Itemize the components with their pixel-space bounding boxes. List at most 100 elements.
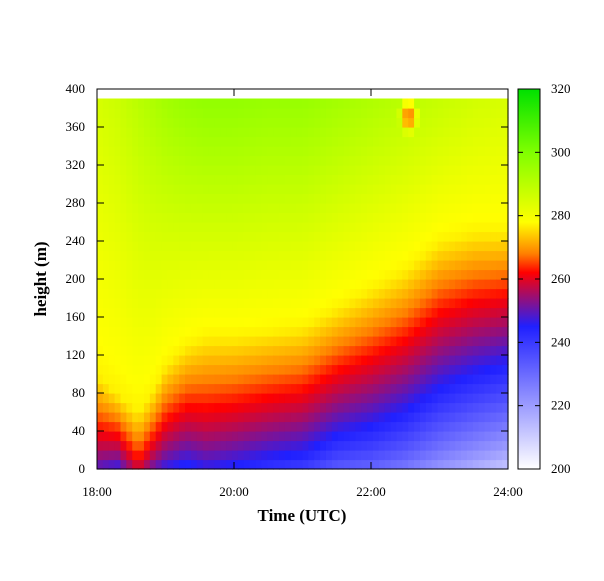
heatmap-cell [367, 383, 374, 394]
heatmap-cell [484, 193, 491, 204]
heatmap-cell [455, 450, 462, 461]
heatmap-cell [484, 260, 491, 271]
heatmap-cell [343, 431, 351, 442]
heatmap-cell [296, 279, 304, 290]
heatmap-cell [214, 459, 221, 470]
heatmap-cell [249, 345, 257, 356]
heatmap-cell [372, 260, 380, 271]
heatmap-cell [261, 412, 268, 423]
heatmap-cell [279, 260, 286, 271]
heatmap-cell [108, 231, 116, 242]
heatmap-cell [337, 431, 345, 442]
heatmap-cell [355, 98, 362, 109]
heatmap-cell [114, 165, 122, 176]
heatmap-cell [372, 241, 380, 252]
heatmap-cell [349, 307, 356, 318]
heatmap-cell [490, 146, 497, 157]
heatmap-cell [138, 288, 145, 299]
heatmap-cell [296, 431, 304, 442]
heatmap-cell [367, 288, 374, 299]
heatmap-cell [114, 288, 122, 299]
heatmap-cell [179, 307, 186, 318]
heatmap-cell [478, 146, 486, 157]
heatmap-cell [296, 155, 304, 166]
heatmap-cell [237, 174, 245, 185]
heatmap-cell [349, 288, 356, 299]
heatmap-cell [273, 345, 280, 356]
heatmap-cell [167, 155, 174, 166]
heatmap-cell [378, 212, 386, 223]
heatmap-cell [361, 288, 368, 299]
heatmap-cell [185, 222, 192, 233]
heatmap-cell [132, 307, 139, 318]
heatmap-cell [402, 383, 409, 394]
heatmap-cell [132, 241, 139, 252]
heatmap-cell [372, 184, 380, 195]
heatmap-cell [249, 136, 257, 147]
heatmap-cell [126, 364, 133, 375]
heatmap-cell [190, 231, 198, 242]
heatmap-cell [120, 450, 127, 461]
heatmap-cell [243, 412, 251, 423]
heatmap-cell [361, 317, 368, 328]
heatmap-cell [484, 222, 491, 233]
heatmap-cell [496, 317, 503, 328]
heatmap-cell [214, 374, 221, 385]
heatmap-cell [343, 174, 351, 185]
heatmap-cell [396, 212, 403, 223]
heatmap-cell [437, 450, 445, 461]
heatmap-cell [126, 155, 133, 166]
heatmap-cell [461, 193, 468, 204]
heatmap-cell [367, 260, 374, 271]
heatmap-cell [132, 231, 139, 242]
heatmap-cell [126, 402, 133, 413]
heatmap-cell [425, 298, 433, 309]
heatmap-cell [214, 345, 221, 356]
heatmap-cell [185, 355, 192, 366]
heatmap-cell [325, 231, 333, 242]
heatmap-cell [143, 98, 151, 109]
heatmap-cell [155, 108, 163, 119]
heatmap-cell [308, 440, 315, 451]
heatmap-cell [214, 336, 221, 347]
heatmap-cell [378, 345, 386, 356]
heatmap-cell [120, 459, 127, 470]
heatmap-cell [443, 345, 450, 356]
heatmap-cell [232, 450, 239, 461]
heatmap-cell [496, 98, 503, 109]
heatmap-cell [214, 269, 221, 280]
heatmap-cell [273, 459, 280, 470]
heatmap-cell [414, 250, 421, 261]
heatmap-cell [466, 431, 474, 442]
heatmap-cell [314, 155, 321, 166]
heatmap-cell [290, 127, 298, 138]
heatmap-cell [320, 231, 327, 242]
heatmap-cell [472, 374, 480, 385]
heatmap-cell [302, 165, 309, 176]
heatmap-cell [314, 298, 321, 309]
heatmap-cell [437, 402, 445, 413]
heatmap-cell [167, 174, 174, 185]
heatmap-cell [455, 222, 462, 233]
heatmap-cell [455, 212, 462, 223]
heatmap-cell [414, 165, 421, 176]
heatmap-cell [443, 146, 450, 157]
heatmap-cell [490, 450, 497, 461]
heatmap-cell [196, 421, 204, 432]
heatmap-cell [296, 326, 304, 337]
heatmap-cell [126, 459, 133, 470]
heatmap-cell [484, 374, 491, 385]
heatmap-cell [443, 127, 450, 138]
heatmap-cell [502, 374, 509, 385]
heatmap-cell [331, 288, 339, 299]
heatmap-cell [414, 431, 421, 442]
heatmap-cell [296, 212, 304, 223]
heatmap-cell [490, 155, 497, 166]
heatmap-cell [396, 345, 403, 356]
heatmap-cell [302, 307, 309, 318]
heatmap-cell [308, 355, 315, 366]
heatmap-cell [496, 383, 503, 394]
heatmap-cell [302, 431, 309, 442]
heatmap-cell [455, 298, 462, 309]
heatmap-cell [337, 440, 345, 451]
